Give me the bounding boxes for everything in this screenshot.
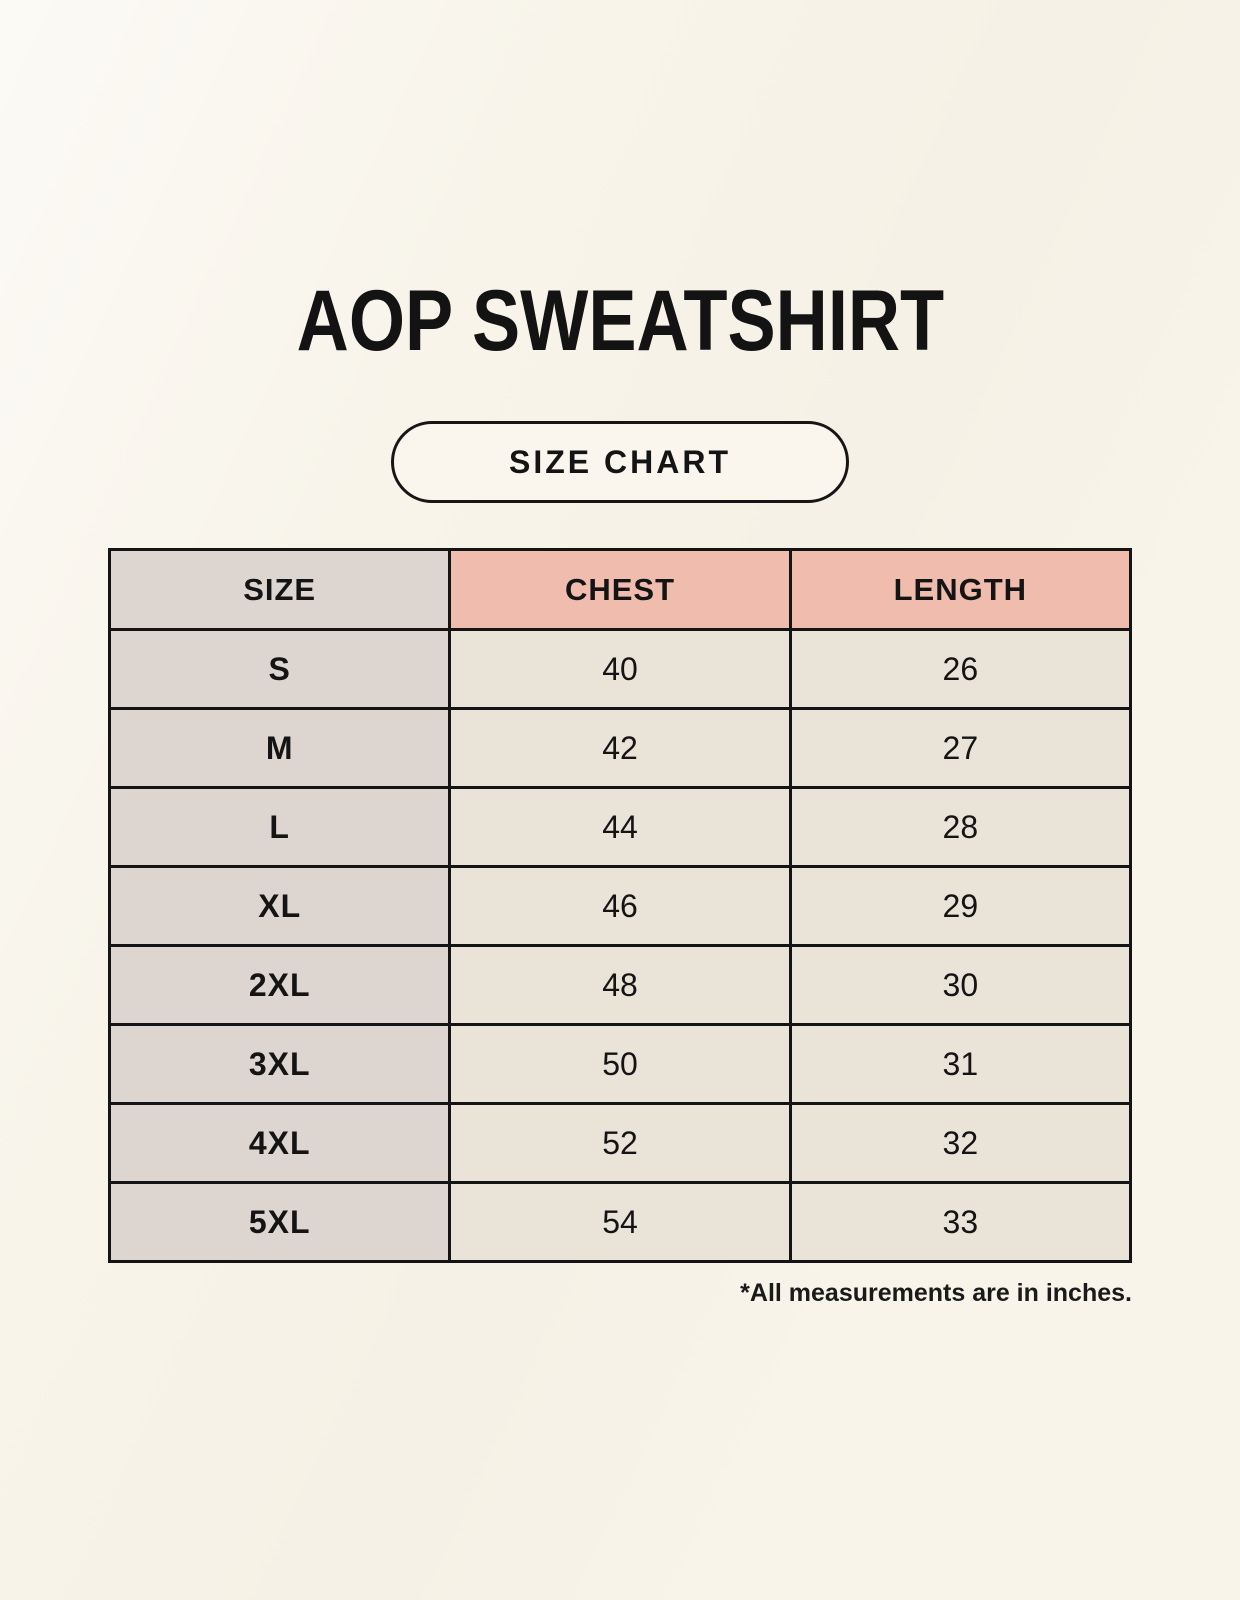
measurements-footnote: *All measurements are in inches.: [740, 1279, 1132, 1307]
size-chart-badge: SIZE CHART: [391, 421, 849, 503]
chest-value: 48: [448, 944, 792, 1026]
chest-value: 44: [448, 786, 792, 868]
header-size: SIZE: [107, 548, 452, 631]
size-label: XL: [107, 865, 452, 947]
chest-value: 40: [448, 628, 792, 710]
chest-value: 46: [448, 865, 792, 947]
table-section: SIZE CHEST LENGTH S 40 26 M 42 27 L: [0, 548, 1240, 1263]
chest-value: 50: [448, 1023, 792, 1105]
length-value: 29: [788, 865, 1133, 947]
size-label: L: [107, 786, 452, 868]
header-chest: CHEST: [448, 548, 792, 631]
size-chart-table: SIZE CHEST LENGTH S 40 26 M 42 27 L: [107, 548, 1133, 1263]
chest-value: 52: [448, 1102, 792, 1184]
table-row: M 42 27: [107, 707, 1133, 789]
size-label: 3XL: [107, 1023, 452, 1105]
table-row: 3XL 50 31: [107, 1023, 1133, 1105]
table-body: S 40 26 M 42 27 L 44 28 XL 46 29: [107, 628, 1133, 1263]
length-value: 30: [788, 944, 1133, 1026]
size-label: S: [107, 628, 452, 710]
badge-section: SIZE CHART: [0, 421, 1240, 503]
size-label: 2XL: [107, 944, 452, 1026]
table-row: 5XL 54 33: [107, 1181, 1133, 1263]
chest-value: 42: [448, 707, 792, 789]
header-length: LENGTH: [788, 548, 1133, 631]
size-label: M: [107, 707, 452, 789]
header-row: SIZE CHEST LENGTH: [107, 548, 1133, 631]
table-row: L 44 28: [107, 786, 1133, 868]
size-label: 4XL: [107, 1102, 452, 1184]
length-value: 31: [788, 1023, 1133, 1105]
table-row: 4XL 52 32: [107, 1102, 1133, 1184]
table-row: S 40 26: [107, 628, 1133, 710]
page-title: AOP SWEATSHIRT: [296, 273, 944, 369]
length-value: 27: [788, 707, 1133, 789]
size-label: 5XL: [107, 1181, 452, 1263]
length-value: 28: [788, 786, 1133, 868]
length-value: 32: [788, 1102, 1133, 1184]
length-value: 33: [788, 1181, 1133, 1263]
title-section: AOP SWEATSHIRT: [0, 0, 1240, 371]
table-row: XL 46 29: [107, 865, 1133, 947]
chest-value: 54: [448, 1181, 792, 1263]
length-value: 26: [788, 628, 1133, 710]
table-row: 2XL 48 30: [107, 944, 1133, 1026]
table-header: SIZE CHEST LENGTH: [107, 548, 1133, 631]
